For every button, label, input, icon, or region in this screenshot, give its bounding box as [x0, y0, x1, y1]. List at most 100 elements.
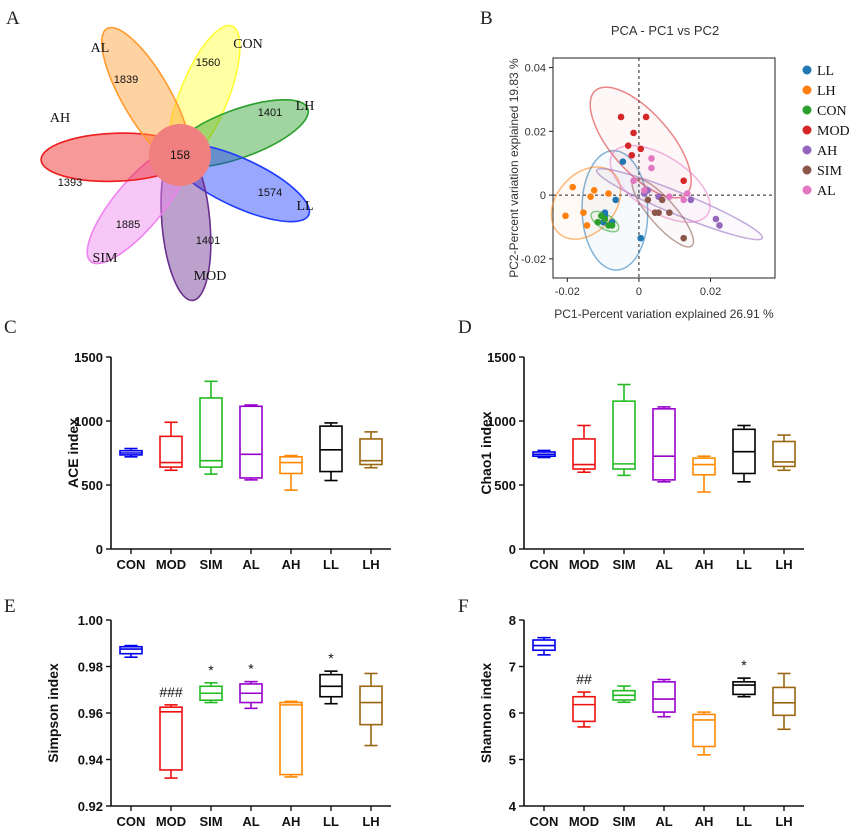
venn-value-sim: 1885 [116, 219, 140, 231]
box-ah [279, 701, 303, 776]
box-mod [572, 695, 596, 723]
pca-point-mod [637, 145, 645, 153]
box-xtick-label-ah: AH [282, 557, 301, 572]
venn-label-mod: MOD [194, 269, 227, 284]
box-ytick-label: 4 [509, 799, 517, 814]
box-lh [359, 438, 383, 466]
box-xtick-label-lh: LH [362, 557, 379, 572]
pca-point-ah [687, 196, 695, 204]
pca-point-al [648, 155, 655, 162]
pca-point-ll [619, 158, 627, 165]
box-lh [359, 685, 383, 726]
box-xtick-label-al: AL [655, 557, 672, 572]
pca-legend-marker-ll [802, 65, 812, 75]
pca-point-sim [680, 234, 687, 242]
pca-ytick-label: 0.02 [525, 126, 546, 138]
panel-e: E 0.92 0.94 0.96 0.98 1.00 Simpson index CON MO… [4, 596, 391, 829]
box-con [119, 645, 143, 655]
pca-legend-label-mod: MOD [817, 124, 850, 139]
venn-label-lh: LH [296, 99, 315, 114]
pca-legend-marker-sim [802, 165, 812, 175]
box-mod [159, 435, 183, 468]
pca-ytick-label: 0 [540, 190, 546, 202]
pca-point-mod [680, 177, 687, 185]
venn-value-ah: 1393 [58, 177, 82, 189]
pca-legend-marker-al [802, 185, 812, 195]
box-annotation-al: * [248, 661, 254, 677]
box-xtick-label-ll: LL [323, 814, 339, 829]
pca-point-mod [624, 142, 632, 149]
box-annotation-sim: * [208, 662, 214, 678]
box-ytick-label: 0.92 [78, 799, 103, 814]
pca-legend-marker-con [802, 105, 812, 115]
box-annotation-ll: * [741, 657, 747, 673]
pca-legend-label-ah: AH [817, 144, 837, 159]
pca-point-lh [580, 209, 587, 216]
box-ytick-label: 1.00 [78, 613, 103, 628]
box-xtick-label-al: AL [242, 814, 259, 829]
box-ylabel: Chao1 index [478, 411, 494, 494]
pca-point-mod [630, 129, 637, 137]
pca-point-ah [716, 222, 723, 229]
pca-point-ah [712, 215, 720, 223]
box-xtick-label-mod: MOD [156, 814, 186, 829]
box-ylabel: Shannon index [478, 663, 494, 764]
pca-point-al [666, 193, 673, 200]
box-xtick-label-con: CON [117, 814, 146, 829]
pca-point-lh [590, 187, 598, 194]
box-sim [199, 397, 223, 468]
box-ah [692, 457, 716, 476]
box-ylabel: Simpson index [45, 663, 61, 763]
pca-point-sim [644, 196, 652, 204]
panel-label-f: F [458, 596, 469, 617]
box-ah [692, 713, 716, 748]
box-xtick-label-con: CON [117, 557, 146, 572]
pca-legend-label-lh: LH [817, 84, 836, 99]
pca-xtick-label: 0 [636, 286, 642, 298]
pca-point-mod [617, 113, 625, 121]
venn-label-ll: LL [296, 199, 313, 214]
box-xtick-label-mod: MOD [569, 814, 599, 829]
pca-point-ll [637, 234, 645, 242]
venn-label-con: CON [233, 37, 263, 52]
box-xtick-label-ah: AH [282, 814, 301, 829]
pca-point-con [608, 222, 616, 229]
pca-point-al [641, 187, 648, 194]
panel-d: D 0 500 1000 1500 Chao1 index CON MOD SIM AL AH LL… [458, 317, 804, 572]
pca-legend-label-con: CON [817, 104, 847, 119]
box-ytick-label: 0.98 [78, 660, 103, 675]
pca-point-sim [666, 209, 673, 216]
box-annotation-mod: ### [159, 684, 183, 700]
venn-value-con: 1560 [196, 57, 220, 69]
box-xtick-label-lh: LH [362, 814, 379, 829]
pca-legend-marker-ah [802, 145, 812, 155]
box-ah [279, 456, 303, 475]
pca-point-lh [605, 190, 612, 197]
box-xtick-label-lh: LH [775, 814, 792, 829]
box-ytick-label: 0.96 [78, 706, 103, 721]
box-xtick-label-sim: SIM [612, 814, 635, 829]
box-al [239, 405, 263, 479]
pca-legend-label-ll: LL [817, 64, 834, 79]
box-ytick-label: 1000 [487, 414, 516, 429]
panel-label-b: B [480, 8, 493, 29]
box-mod [159, 706, 183, 771]
box-al [652, 681, 676, 713]
box-ytick-label: 1000 [74, 414, 103, 429]
pca-legend-label-sim: SIM [817, 164, 842, 179]
pca-ellipse-ah [595, 167, 764, 241]
venn-label-ah: AH [50, 111, 70, 126]
box-xtick-label-con: CON [530, 814, 559, 829]
pca-point-al [680, 196, 687, 204]
box-ytick-label: 1500 [74, 350, 103, 365]
box-mod [572, 438, 596, 470]
pca-point-al [648, 164, 655, 172]
box-xtick-label-mod: MOD [156, 557, 186, 572]
box-xtick-label-ll: LL [736, 814, 752, 829]
venn-core [149, 124, 211, 186]
box-xtick-label-ll: LL [736, 557, 752, 572]
pca-point-lh [569, 183, 576, 191]
pca-frame [552, 57, 776, 279]
pca-point-ll [612, 196, 619, 204]
